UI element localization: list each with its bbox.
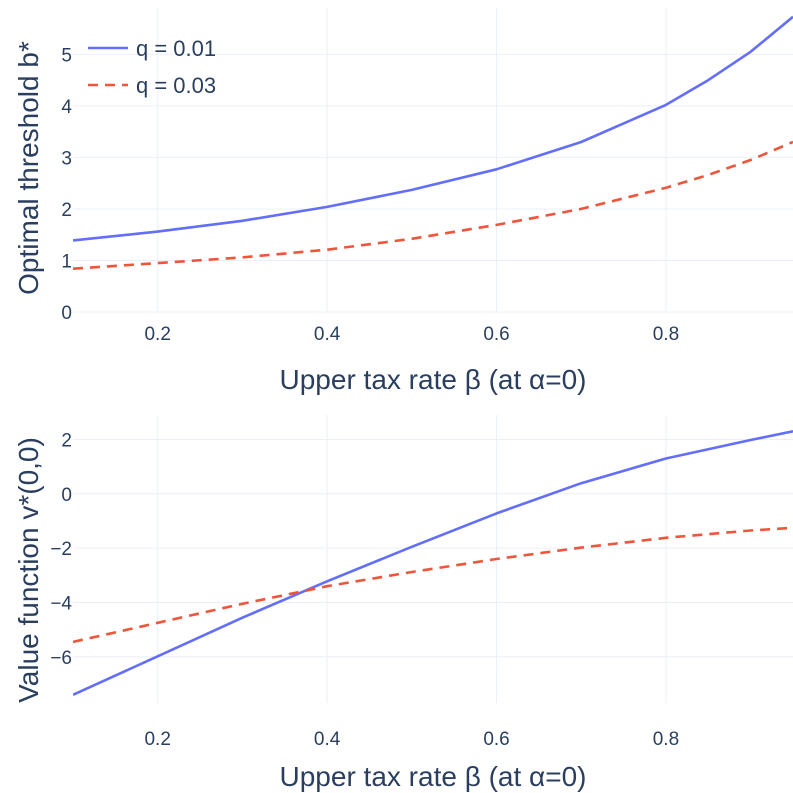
y-tick-label: 0 xyxy=(61,485,72,506)
x-tick-label: 0.8 xyxy=(653,324,679,345)
y-tick-label: 2 xyxy=(61,200,72,221)
y-tick-label: 4 xyxy=(61,97,72,118)
y-tick-label: 1 xyxy=(61,251,72,272)
x-tick-label: 0.6 xyxy=(483,324,509,345)
legend: q = 0.01 q = 0.03 xyxy=(88,36,216,98)
x-tick-label: 0.4 xyxy=(314,729,341,750)
y-tick-label: 2 xyxy=(61,430,72,451)
y-tick-label: 3 xyxy=(61,148,72,169)
x-tick-label: 0.2 xyxy=(144,729,170,750)
y-tick-label: −6 xyxy=(50,648,72,669)
x-tick-label: 0.4 xyxy=(314,324,341,345)
y-axis-title: Optimal threshold b* xyxy=(13,41,44,295)
bottom-chart-panel: 0.2 0.4 0.6 0.8 −6 −4 −2 0 2 Upper tax rate β (at… xyxy=(13,415,793,792)
legend-label: q = 0.01 xyxy=(136,36,216,61)
series-line-q003 xyxy=(73,526,793,644)
y-tick-label: −2 xyxy=(50,539,72,560)
x-tick-label: 0.6 xyxy=(483,729,509,750)
y-tick-label: 0 xyxy=(61,303,72,324)
y-tick-label: 5 xyxy=(61,45,72,66)
x-axis-title: Upper tax rate β (at α=0) xyxy=(280,364,587,395)
top-chart-panel: 0.2 0.4 0.6 0.8 0 1 2 3 4 5 Upper tax rate β (at α… xyxy=(13,8,793,395)
y-tick-label: −4 xyxy=(50,593,72,614)
x-tick-label: 0.8 xyxy=(653,729,679,750)
legend-label: q = 0.03 xyxy=(136,73,216,98)
series-line-q003 xyxy=(73,140,793,270)
y-axis-title: Value function v*(0,0) xyxy=(13,437,44,703)
x-tick-label: 0.2 xyxy=(144,324,170,345)
series-line-q001 xyxy=(73,430,793,696)
x-axis-title: Upper tax rate β (at α=0) xyxy=(280,761,587,792)
series-line-q001 xyxy=(73,15,793,242)
